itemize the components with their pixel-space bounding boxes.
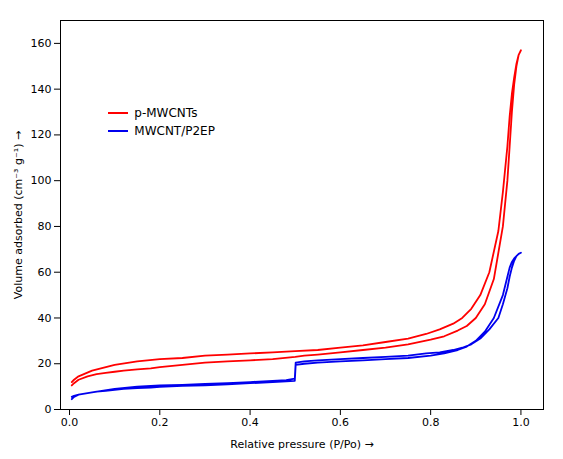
- svg-text:0.0: 0.0: [61, 416, 79, 429]
- svg-text:1.0: 1.0: [512, 416, 530, 429]
- svg-text:0.6: 0.6: [332, 416, 350, 429]
- svg-text:140: 140: [31, 83, 52, 96]
- svg-text:0.8: 0.8: [422, 416, 440, 429]
- svg-text:120: 120: [31, 128, 52, 141]
- svg-text:0.2: 0.2: [151, 416, 169, 429]
- svg-text:160: 160: [31, 37, 52, 50]
- svg-text:80: 80: [38, 220, 52, 233]
- svg-text:0: 0: [45, 403, 52, 416]
- html-text:p-MWCNTs: p-MWCNTs: [134, 105, 198, 120]
- svg-text:Relative pressure (P/Po) →: Relative pressure (P/Po) →: [230, 438, 373, 451]
- svg-text:Volume adsorbed (cm⁻³ g⁻¹) →: Volume adsorbed (cm⁻³ g⁻¹) →: [12, 131, 25, 299]
- svg-text:0.4: 0.4: [241, 416, 259, 429]
- svg-text:60: 60: [38, 266, 52, 279]
- svg-text:100: 100: [31, 174, 52, 187]
- html-text:MWCNT/P2EP: MWCNT/P2EP: [134, 123, 215, 138]
- svg-text:20: 20: [38, 357, 52, 370]
- svg-text:40: 40: [38, 311, 52, 324]
